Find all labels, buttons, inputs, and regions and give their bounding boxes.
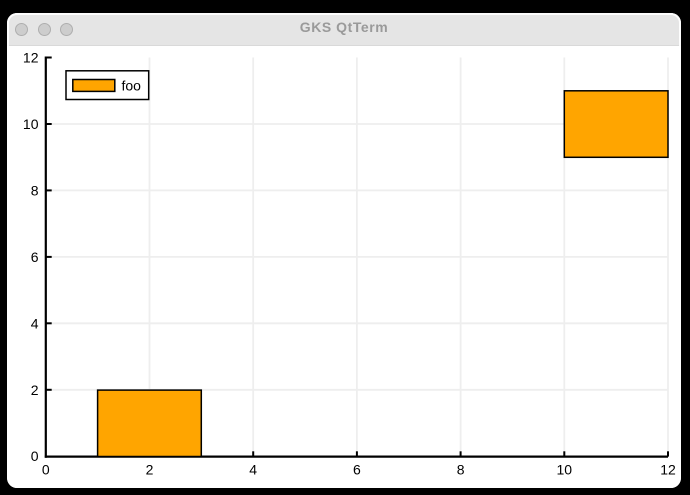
svg-text:12: 12 [660, 461, 676, 477]
svg-text:10: 10 [557, 461, 573, 477]
svg-text:4: 4 [249, 461, 257, 477]
svg-text:8: 8 [31, 182, 39, 198]
svg-text:8: 8 [457, 461, 465, 477]
svg-text:10: 10 [23, 116, 39, 132]
svg-text:0: 0 [31, 448, 39, 464]
svg-text:2: 2 [31, 382, 39, 398]
svg-text:foo: foo [122, 77, 142, 93]
svg-text:2: 2 [146, 461, 154, 477]
svg-text:0: 0 [42, 461, 50, 477]
svg-text:6: 6 [31, 249, 39, 265]
svg-text:6: 6 [353, 461, 361, 477]
svg-text:12: 12 [23, 50, 39, 66]
svg-text:4: 4 [31, 315, 39, 331]
